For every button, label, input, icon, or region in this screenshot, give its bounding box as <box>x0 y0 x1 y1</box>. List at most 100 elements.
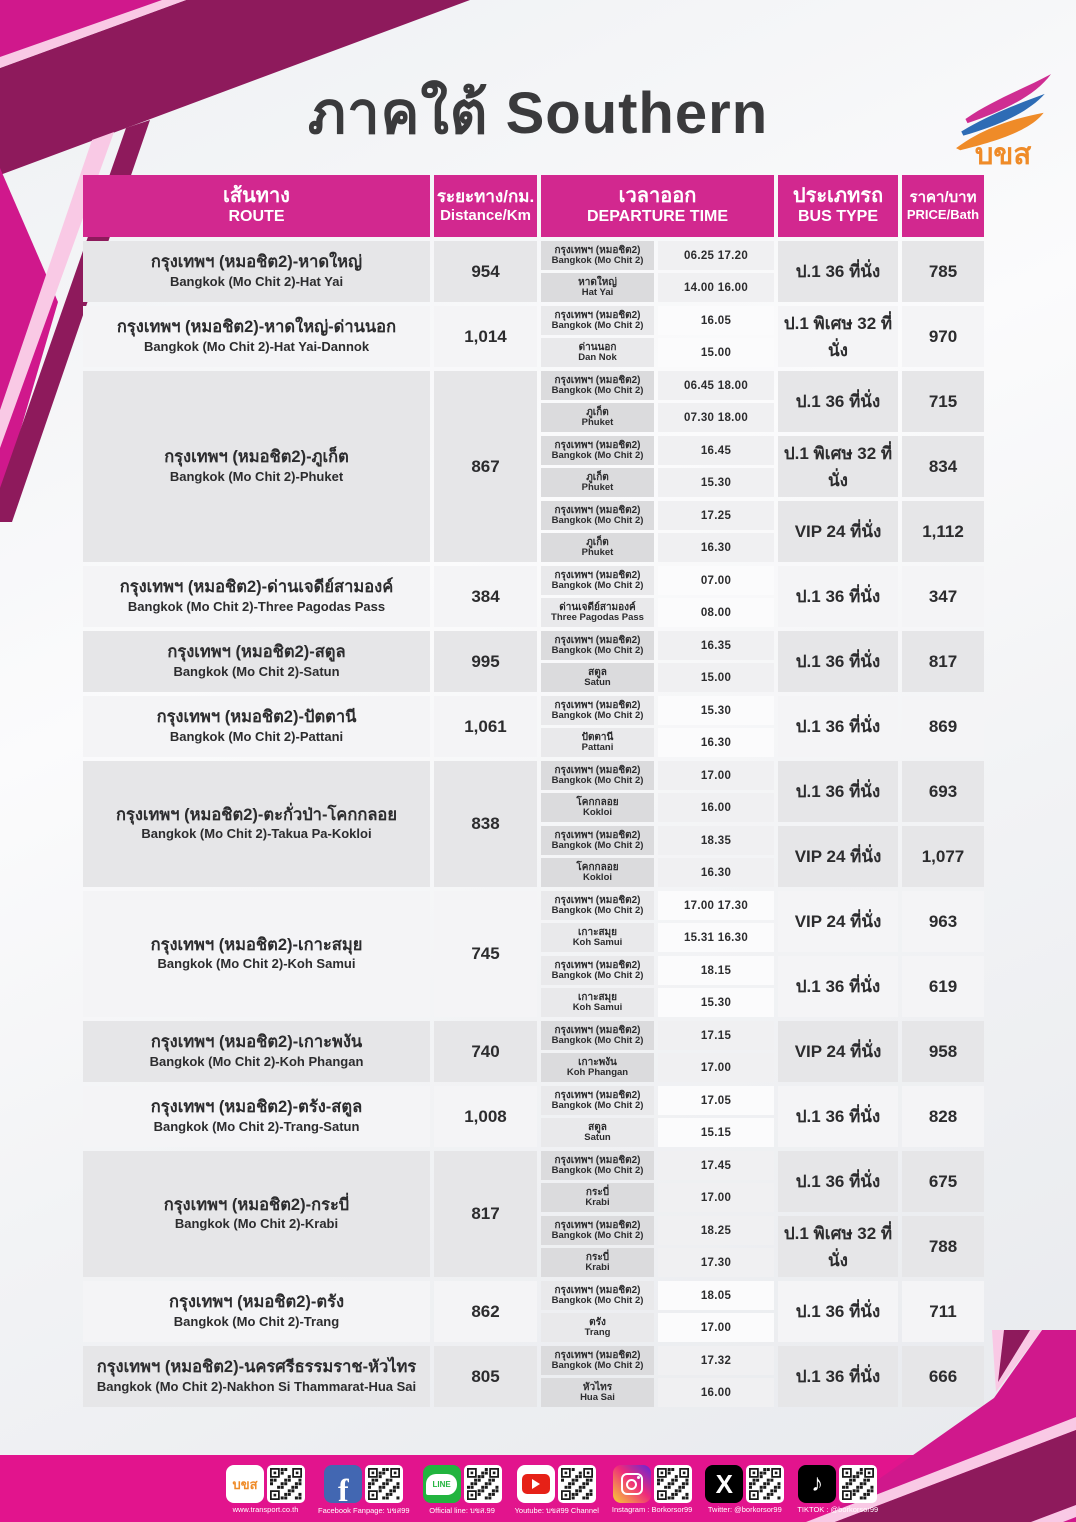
price-cell: 869 <box>902 696 984 757</box>
price-value: 715 <box>902 371 984 432</box>
stop-name: กรุงเทพฯ (หมอชิต2) Bangkok (Mo Chit 2) <box>541 566 654 595</box>
departure-group: กรุงเทพฯ (หมอชิต2) Bangkok (Mo Chit 2) 17.… <box>541 501 774 562</box>
bus-type-value: ป.1 พิเศษ 32 ที่นั่ง <box>778 1216 898 1277</box>
stop-row: สตูล Satun 15.00 <box>541 663 774 692</box>
price-cell: 963 619 <box>902 891 984 1017</box>
stop-name-th: กรุงเทพฯ (หมอชิต2) <box>554 1349 641 1361</box>
departure-group: กรุงเทพฯ (หมอชิต2) Bangkok (Mo Chit 2) 18.… <box>541 1281 774 1342</box>
price-cell: 711 <box>902 1281 984 1342</box>
footer-social-item: f Facebook Fanpage: บขส99 <box>318 1465 410 1517</box>
route-name-en: Bangkok (Mo Chit 2)-Trang-Satun <box>153 1118 360 1134</box>
bus-type-value: ป.1 36 ที่นั่ง <box>778 1086 898 1147</box>
departure-times: 15.00 <box>658 338 774 367</box>
footer-social-label: Twitter: @borkorsor99 <box>707 1505 782 1514</box>
departure-times: 16.45 <box>658 436 774 465</box>
route-name-th: กรุงเทพฯ (หมอชิต2)-กระบี่ <box>163 1195 350 1214</box>
table-row: กรุงเทพฯ (หมอชิต2)-ภูเก็ต Bangkok (Mo Chi… <box>83 371 984 562</box>
route-name-th: กรุงเทพฯ (หมอชิต2)-ด่านเจดีย์สามองค์ <box>119 578 394 597</box>
stop-row: ปัตตานี Pattani 16.30 <box>541 728 774 757</box>
stop-name-en: Krabi <box>585 1261 610 1273</box>
qr-code-icon <box>653 1465 692 1503</box>
departure-cell: กรุงเทพฯ (หมอชิต2) Bangkok (Mo Chit 2) 17.… <box>541 1086 774 1147</box>
stop-name-en: Bangkok (Mo Chit 2) <box>551 1034 644 1046</box>
stop-row: เกาะสมุย Koh Samui 15.30 <box>541 988 774 1017</box>
stop-name-th: ด่านนอก <box>578 341 617 353</box>
route-cell: กรุงเทพฯ (หมอชิต2)-ปัตตานี Bangkok (Mo Ch… <box>83 696 430 757</box>
departure-times: 15.30 <box>658 468 774 497</box>
departure-times: 17.00 <box>658 761 774 790</box>
departure-times: 17.00 <box>658 1183 774 1212</box>
price-cell: 817 <box>902 631 984 692</box>
stop-row: เกาะสมุย Koh Samui 15.31 16.30 <box>541 923 774 952</box>
departure-group: กรุงเทพฯ (หมอชิต2) Bangkok (Mo Chit 2) 16.… <box>541 436 774 497</box>
route-cell: กรุงเทพฯ (หมอชิต2)-กระบี่ Bangkok (Mo Chi… <box>83 1151 430 1277</box>
departure-group: กรุงเทพฯ (หมอชิต2) Bangkok (Mo Chit 2) 18.… <box>541 956 774 1017</box>
stop-row: กรุงเทพฯ (หมอชิต2) Bangkok (Mo Chit 2) 16.… <box>541 631 774 660</box>
stop-name: กระบี่ Krabi <box>541 1248 654 1277</box>
route-cell: กรุงเทพฯ (หมอชิต2)-ตรัง Bangkok (Mo Chit … <box>83 1281 430 1342</box>
route-cell: กรุงเทพฯ (หมอชิต2)-สตูล Bangkok (Mo Chit … <box>83 631 430 692</box>
stop-name: สตูล Satun <box>541 1118 654 1147</box>
route-name-en: Bangkok (Mo Chit 2)-Koh Samui <box>157 956 356 972</box>
stop-row: กรุงเทพฯ (หมอชิต2) Bangkok (Mo Chit 2) 17.… <box>541 1151 774 1180</box>
stop-row: ด่านนอก Dan Nok 15.00 <box>541 338 774 367</box>
header-departure-time: เวลาออก DEPARTURE TIME <box>541 175 774 237</box>
stop-row: ด่านเจดีย์สามองค์ Three Pagodas Pass 08.00 <box>541 598 774 627</box>
stop-name: โคกกลอย Kokloi <box>541 793 654 822</box>
stop-name: ปัตตานี Pattani <box>541 728 654 757</box>
stop-name-en: Bangkok (Mo Chit 2) <box>551 449 644 461</box>
footer-social-item: Youtube: บขส99 Channel <box>515 1465 599 1517</box>
footer-social-label: Facebook Fanpage: บขส99 <box>318 1506 410 1515</box>
route-name-th: กรุงเทพฯ (หมอชิต2)-ปัตตานี <box>156 708 357 727</box>
stop-name-en: Bangkok (Mo Chit 2) <box>551 709 644 721</box>
departure-times: 17.00 <box>658 1313 774 1342</box>
bus-type-cell: ป.1 36 ที่นั่ง <box>778 1346 898 1407</box>
bks-logo-icon: บขส <box>226 1465 264 1503</box>
departure-times: 16.30 <box>658 858 774 887</box>
footer-social-item: ♪ TIKTOK : @borkorsor99 <box>797 1465 878 1517</box>
qr-code-icon <box>267 1465 305 1503</box>
bus-type-value: VIP 24 ที่นั่ง <box>778 501 898 562</box>
table-row: กรุงเทพฯ (หมอชิต2)-ตะกั่วป่า-โคกกลอย Bang… <box>83 761 984 887</box>
stop-name-th: สตูล <box>588 666 607 678</box>
price-cell: 970 <box>902 306 984 367</box>
price-value: 785 <box>902 241 984 302</box>
stop-name-th: กรุงเทพฯ (หมอชิต2) <box>554 1154 641 1166</box>
stop-name: กรุงเทพฯ (หมอชิต2) Bangkok (Mo Chit 2) <box>541 1281 654 1310</box>
stop-name: หาดใหญ่ Hat Yai <box>541 273 654 302</box>
stop-name-th: กรุงเทพฯ (หมอชิต2) <box>554 439 641 451</box>
route-name-th: กรุงเทพฯ (หมอชิต2)-เกาะพงัน <box>150 1033 363 1052</box>
stop-name: โคกกลอย Kokloi <box>541 858 654 887</box>
departure-times: 18.15 <box>658 956 774 985</box>
departure-group: กรุงเทพฯ (หมอชิต2) Bangkok (Mo Chit 2) 17.… <box>541 891 774 952</box>
departure-group: กรุงเทพฯ (หมอชิต2) Bangkok (Mo Chit 2) 17.… <box>541 1346 774 1407</box>
stop-row: กรุงเทพฯ (หมอชิต2) Bangkok (Mo Chit 2) 16.… <box>541 306 774 335</box>
bus-type-cell: ป.1 36 ที่นั่ง <box>778 241 898 302</box>
departure-times: 17.00 <box>658 1053 774 1082</box>
stop-row: กรุงเทพฯ (หมอชิต2) Bangkok (Mo Chit 2) 17.… <box>541 1021 774 1050</box>
stop-name-th: กรุงเทพฯ (หมอชิต2) <box>554 829 641 841</box>
departure-times: 16.00 <box>658 793 774 822</box>
departure-times: 07.30 18.00 <box>658 403 774 432</box>
stop-row: กรุงเทพฯ (หมอชิต2) Bangkok (Mo Chit 2) 07.… <box>541 566 774 595</box>
stop-name: กระบี่ Krabi <box>541 1183 654 1212</box>
stop-name: กรุงเทพฯ (หมอชิต2) Bangkok (Mo Chit 2) <box>541 696 654 725</box>
stop-row: กรุงเทพฯ (หมอชิต2) Bangkok (Mo Chit 2) 18.… <box>541 1281 774 1310</box>
bus-type-cell: VIP 24 ที่นั่ง ป.1 36 ที่นั่ง <box>778 891 898 1017</box>
distance-cell: 740 <box>434 1021 537 1082</box>
route-name-th: กรุงเทพฯ (หมอชิต2)-หาดใหญ่ <box>150 253 363 272</box>
bus-type-value: VIP 24 ที่นั่ง <box>778 891 898 952</box>
bus-type-cell: ป.1 36 ที่นั่ง <box>778 1281 898 1342</box>
departure-group: กรุงเทพฯ (หมอชิต2) Bangkok (Mo Chit 2) 07.… <box>541 566 774 627</box>
departure-group: กรุงเทพฯ (หมอชิต2) Bangkok (Mo Chit 2) 06.… <box>541 241 774 302</box>
route-name-th: กรุงเทพฯ (หมอชิต2)-ตะกั่วป่า-โคกกลอย <box>115 805 398 824</box>
price-value: 869 <box>902 696 984 757</box>
footer-social-item: LINE Official line: บขส.99 <box>422 1465 502 1517</box>
stop-name-th: กรุงเทพฯ (หมอชิต2) <box>554 504 641 516</box>
distance-cell: 867 <box>434 371 537 562</box>
stop-row: หัวไทร Hua Sai 16.00 <box>541 1378 774 1407</box>
stop-name-en: Hua Sai <box>580 1391 615 1403</box>
price-value: 970 <box>902 306 984 367</box>
stop-row: สตูล Satun 15.15 <box>541 1118 774 1147</box>
bus-type-cell: ป.1 36 ที่นั่ง ป.1 พิเศษ 32 ที่นั่ง <box>778 1151 898 1277</box>
